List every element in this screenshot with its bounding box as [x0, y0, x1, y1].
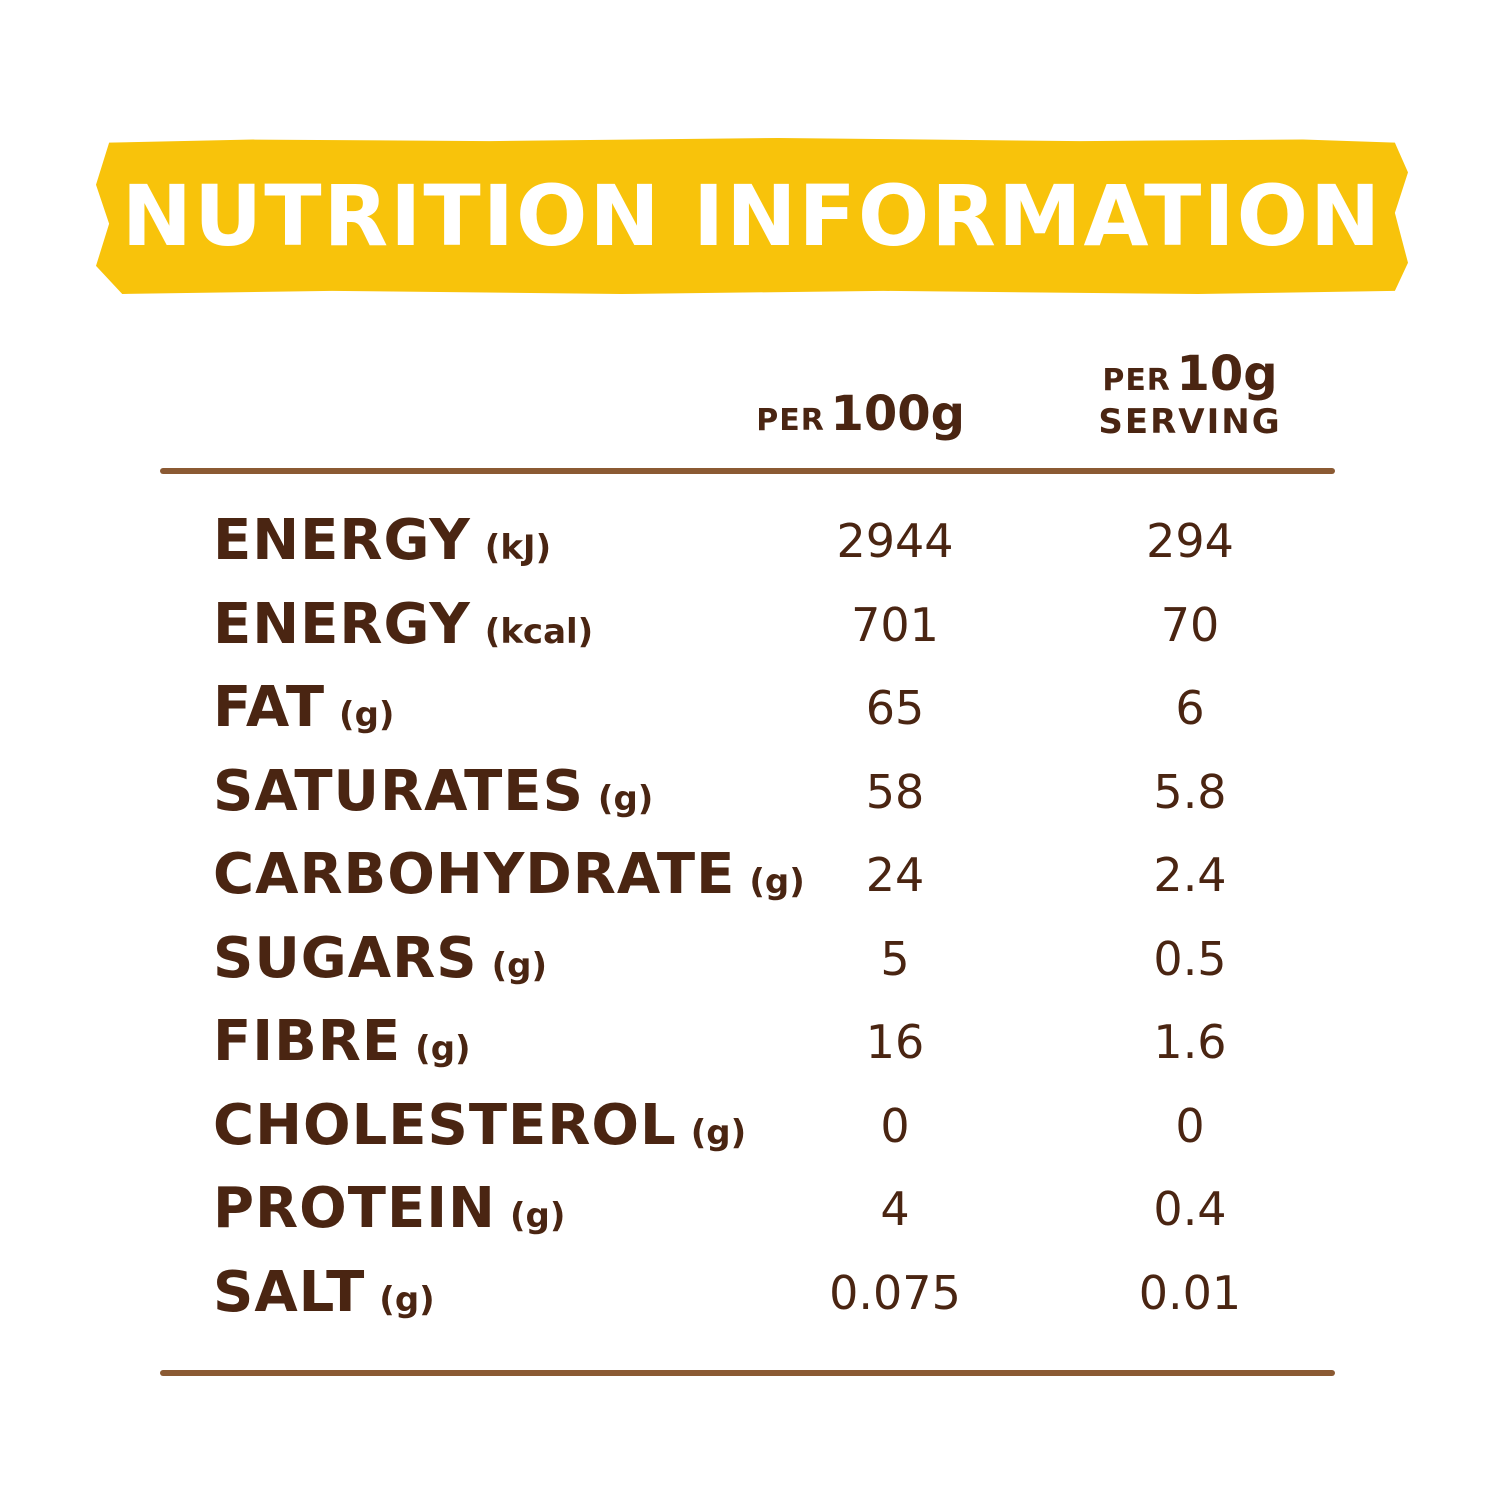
nutrient-unit: (g)	[415, 1029, 471, 1069]
top-divider	[160, 468, 1335, 474]
table-row: FIBRE (g) 16 1.6	[0, 1001, 1500, 1085]
value-per-10g: 0.5	[1153, 931, 1227, 986]
value-per-100g: 0.075	[829, 1265, 961, 1320]
value-per-10g: 0.4	[1153, 1182, 1227, 1236]
page-title: NUTRITION INFORMATION	[121, 167, 1383, 265]
table-row: SUGARS (g) 5 0.5	[0, 918, 1500, 1002]
table-row: PROTEIN (g) 4 0.4	[0, 1168, 1500, 1252]
nutrient-label: SALT (g)	[213, 1260, 435, 1325]
nutrient-label: CARBOHYDRATE (g)	[213, 842, 805, 907]
nutrient-unit: (g)	[509, 1196, 566, 1236]
nutrient-label: CHOLESTEROL (g)	[213, 1093, 746, 1158]
column-header-prefix: PER	[1102, 363, 1171, 398]
table-row: CARBOHYDRATE (g) 24 2.4	[0, 834, 1500, 918]
value-per-100g: 2944	[836, 514, 954, 568]
value-per-10g: 5.8	[1153, 764, 1227, 819]
value-per-10g: 70	[1160, 597, 1220, 652]
nutrient-label: FAT (g)	[213, 675, 394, 740]
table-row: SATURATES (g) 58 5.8	[0, 751, 1500, 835]
value-per-100g: 701	[851, 597, 939, 652]
nutrient-unit: (g)	[597, 778, 654, 819]
nutrient-label: PROTEIN (g)	[213, 1176, 565, 1241]
value-per-10g: 294	[1146, 514, 1234, 568]
nutrient-name: ENERGY	[213, 591, 471, 657]
value-per-10g: 2.4	[1153, 848, 1227, 902]
column-header-per-100g: PER 100g	[755, 386, 965, 442]
nutrient-name: ENERGY	[213, 508, 471, 573]
nutrient-unit: (g)	[379, 1279, 435, 1320]
table-row: FAT (g) 65 6	[0, 667, 1500, 751]
value-per-100g: 0	[880, 1098, 910, 1153]
value-per-10g: 0	[1175, 1098, 1205, 1153]
nutrient-unit: (g)	[690, 1112, 747, 1153]
nutrient-unit: (kcal)	[484, 611, 594, 652]
nutrient-name: CARBOHYDRATE	[213, 842, 736, 907]
value-per-100g: 4	[880, 1182, 910, 1236]
value-per-10g: 1.6	[1153, 1015, 1227, 1069]
column-header-suffix: SERVING	[1098, 402, 1282, 442]
value-per-100g: 16	[865, 1015, 925, 1069]
nutrient-unit: (kJ)	[484, 528, 552, 568]
column-header-amount: 100g	[830, 386, 965, 442]
nutrient-name: SALT	[213, 1259, 366, 1325]
nutrient-unit: (g)	[749, 862, 805, 902]
nutrient-name: PROTEIN	[213, 1176, 496, 1241]
value-per-10g: 6	[1175, 681, 1205, 735]
nutrient-label: SATURATES (g)	[213, 759, 653, 824]
table-row: SALT (g) 0.075 0.01	[0, 1252, 1500, 1336]
nutrition-table: ENERGY (kJ) 2944 294 ENERGY (kcal) 701 70 …	[0, 500, 1500, 1335]
nutrient-label: FIBRE (g)	[213, 1009, 471, 1074]
table-row: ENERGY (kcal) 701 70	[0, 584, 1500, 668]
table-row: CHOLESTEROL (g) 0 0	[0, 1085, 1500, 1169]
value-per-100g: 24	[865, 848, 925, 902]
nutrient-label: ENERGY (kcal)	[213, 592, 593, 657]
title-banner	[96, 138, 1408, 294]
column-header-per-10g-serving: PER 10g SERVING	[1085, 346, 1295, 442]
nutrient-label: SUGARS (g)	[213, 926, 547, 991]
bottom-divider	[160, 1370, 1335, 1376]
value-per-10g: 0.01	[1138, 1265, 1242, 1320]
nutrient-unit: (g)	[491, 945, 547, 986]
value-per-100g: 58	[865, 764, 925, 819]
value-per-100g: 5	[880, 931, 910, 986]
nutrient-name: SATURATES	[213, 758, 584, 824]
nutrient-name: FIBRE	[213, 1009, 402, 1074]
nutrient-unit: (g)	[339, 695, 395, 735]
column-header-amount: 10g	[1176, 346, 1278, 402]
nutrient-name: FAT	[213, 675, 326, 740]
nutrient-name: SUGARS	[213, 925, 478, 991]
nutrient-name: CHOLESTEROL	[213, 1092, 677, 1158]
column-header-prefix: PER	[756, 403, 825, 438]
nutrient-label: ENERGY (kJ)	[213, 508, 551, 573]
value-per-100g: 65	[865, 681, 925, 735]
table-row: ENERGY (kJ) 2944 294	[0, 500, 1500, 584]
